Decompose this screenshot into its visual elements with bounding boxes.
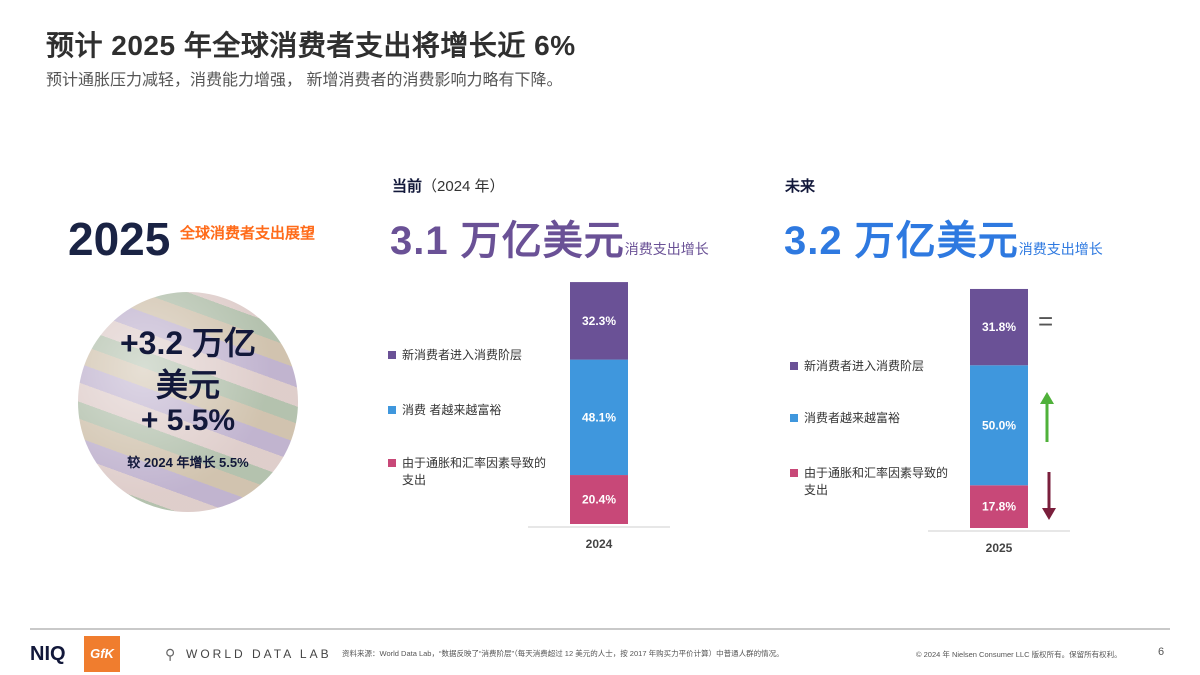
current-legend-inflation: 由于通胀和汇率因素导致的支出 — [388, 455, 548, 489]
bar-segment-2 — [570, 282, 628, 360]
future-growth-value: 3.2 万亿美元消费支出增长 — [784, 208, 1103, 266]
current-heading: 当前（2024 年） — [392, 175, 505, 196]
legend-label: 由于通胀和汇率因素导致的支出 — [804, 466, 949, 497]
page-title: 预计 2025 年全球消费者支出将增长近 6% — [46, 30, 576, 61]
legend-swatch — [790, 414, 798, 422]
current-growth-value: 3.1 万亿美元消费支出增长 — [390, 208, 709, 266]
circle-percent: + 5.5% — [140, 404, 236, 437]
legend-label: 新消费者进入消费阶层 — [804, 359, 925, 373]
page-number: 6 — [1158, 646, 1165, 658]
bar-segment-1 — [970, 365, 1028, 486]
future-legend-new-consumers: 新消费者进入消费阶层 — [790, 358, 955, 375]
current-heading-label: 当前 — [392, 178, 423, 195]
bar-segment-0 — [570, 475, 628, 524]
money-circle-image: +3.2 万亿 美元 + 5.5% 较 2024 年增长 5.5% — [78, 292, 298, 512]
outlook-label: 全球消费者支出展望 — [180, 225, 316, 242]
legend-swatch — [790, 362, 798, 370]
current-heading-year: （2024 年） — [422, 178, 505, 195]
up-arrow-icon — [1040, 392, 1054, 442]
legend-swatch — [388, 459, 396, 467]
current-big-sub: 消费支出增长 — [624, 241, 709, 257]
legend-swatch — [388, 351, 396, 359]
future-legend-wealthier: 消费者越来越富裕 — [790, 410, 955, 427]
current-big-value: 3.1 万亿美元 — [390, 219, 625, 263]
bar-segment-2 — [970, 288, 1028, 366]
legend-swatch — [790, 469, 798, 477]
world-data-lab-icon: ⚲ — [165, 646, 176, 662]
bar-data-label: 32.3% — [582, 314, 616, 328]
equal-indicator: = — [1038, 306, 1054, 336]
legend-label: 消费 者越来越富裕 — [402, 403, 502, 417]
bar-data-label: 50.0% — [982, 418, 1016, 432]
bar-segment-1 — [570, 359, 628, 476]
future-big-value: 3.2 万亿美元 — [784, 219, 1019, 263]
legend-label: 消费者越来越富裕 — [804, 411, 901, 425]
legend-label: 新消费者进入消费阶层 — [402, 348, 523, 362]
bar-data-label: 48.1% — [582, 410, 616, 424]
copyright: © 2024 年 Nielsen Consumer LLC 版权所有。保留所有权… — [916, 650, 1122, 659]
niq-logo: NIQ — [30, 643, 66, 665]
gfk-logo: GfK — [84, 636, 120, 672]
footer-divider — [30, 628, 1170, 630]
bar-data-label: 17.8% — [982, 500, 1016, 514]
circle-note: 较 2024 年增长 5.5% — [127, 455, 249, 470]
future-legend-inflation: 由于通胀和汇率因素导致的支出 — [790, 465, 955, 499]
future-stacked-bar-chart: 17.8% 50.0% 31.8% 2025 — [928, 288, 1070, 555]
page-subtitle: 预计通胀压力减轻，消费能力增强， 新增消费者的消费影响力略有下降。 — [46, 72, 563, 89]
down-arrow-icon — [1042, 472, 1056, 520]
circle-amount: +3.2 万亿 — [119, 325, 257, 361]
circle-unit: 美元 — [155, 367, 220, 403]
category-label: 2024 — [586, 537, 613, 551]
future-big-sub: 消费支出增长 — [1018, 241, 1103, 257]
current-legend-wealthier: 消费 者越来越富裕 — [388, 402, 548, 419]
outlook-year: 2025 — [68, 213, 171, 265]
bar-segment-0 — [970, 485, 1028, 528]
world-data-lab-logo: WORLD DATA LAB — [186, 647, 332, 661]
category-label: 2025 — [986, 541, 1013, 555]
future-heading: 未来 — [785, 178, 816, 195]
legend-swatch — [388, 406, 396, 414]
bar-data-label: 20.4% — [582, 493, 616, 507]
bar-data-label: 31.8% — [982, 320, 1016, 334]
current-legend-new-consumers: 新消费者进入消费阶层 — [388, 347, 548, 364]
source-note: 资料来源：World Data Lab，“数据反映了“消费阶层”（每天消费超过 … — [342, 649, 784, 658]
current-stacked-bar-chart: 20.4% 48.1% 32.3% 2024 — [528, 282, 670, 551]
legend-label: 由于通胀和汇率因素导致的支出 — [402, 456, 547, 487]
